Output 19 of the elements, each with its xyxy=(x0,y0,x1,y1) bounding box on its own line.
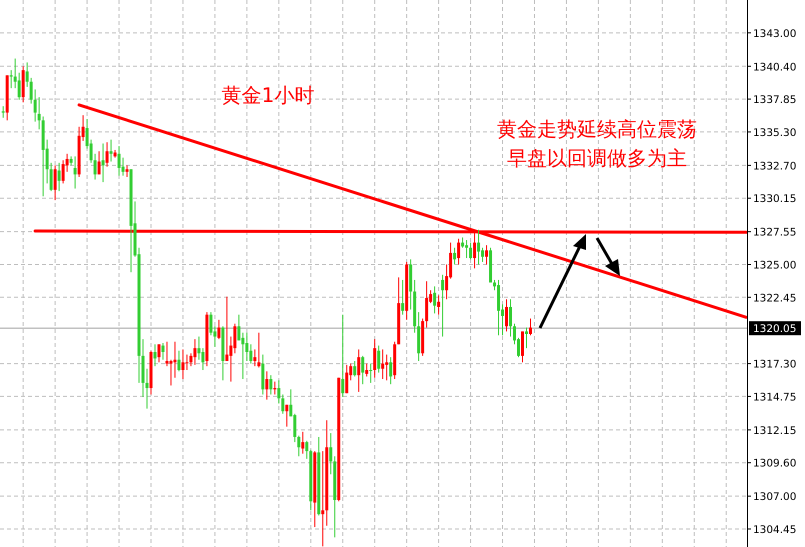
ytick: 1343.00 xyxy=(753,28,796,40)
ytick: 1335.30 xyxy=(753,126,796,139)
ytick: 1327.55 xyxy=(753,226,796,239)
ytick: 1309.60 xyxy=(753,458,796,470)
annotation: 黄金走势延续高位震荡 xyxy=(497,117,697,141)
annotation: 早盘以回调做多为主 xyxy=(507,146,687,170)
ytick: 1317.30 xyxy=(753,358,796,371)
title: 黄金1小时 xyxy=(222,83,314,107)
ytick: 1337.85 xyxy=(753,94,796,106)
ytick: 1312.15 xyxy=(753,424,796,437)
ytick: 1304.45 xyxy=(753,524,796,536)
ref-label: 1320.05 xyxy=(753,323,796,336)
ytick: 1322.45 xyxy=(753,292,796,304)
ytick: 1314.75 xyxy=(753,391,796,404)
ytick: 1330.15 xyxy=(753,193,796,206)
ytick: 1325.00 xyxy=(753,260,796,272)
ytick: 1332.70 xyxy=(753,160,796,172)
ytick: 1340.40 xyxy=(753,61,796,74)
ytick: 1307.00 xyxy=(753,491,796,504)
